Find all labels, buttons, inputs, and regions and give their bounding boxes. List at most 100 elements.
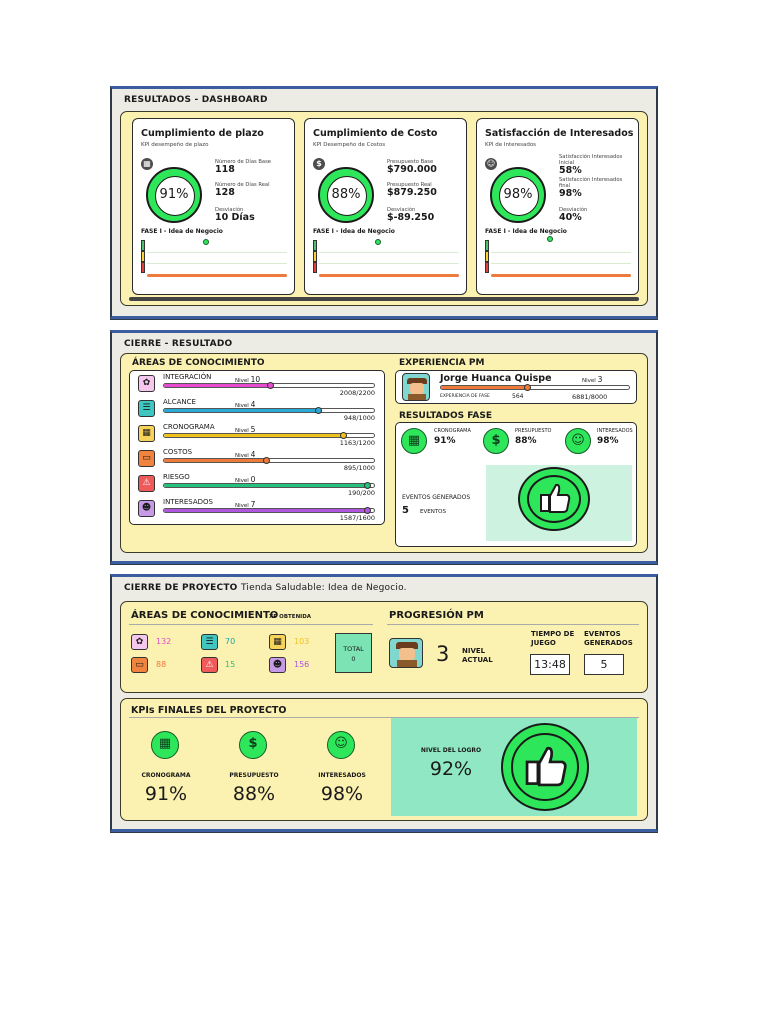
grid-line: [491, 263, 631, 264]
dashboard-title: RESULTADOS - DASHBOARD: [124, 95, 268, 105]
area-level: Nivel 7: [235, 500, 255, 509]
phase-marker: [547, 236, 553, 242]
level-label: Nivel: [582, 378, 596, 384]
level-value: 0: [250, 475, 256, 484]
people-icon: ☻: [138, 500, 155, 517]
level-label: Nivel: [235, 478, 249, 484]
achievement-value: 92%: [429, 758, 473, 780]
metric-label: Desviación: [387, 207, 416, 213]
kpi-label: PRESUPUESTO: [229, 772, 279, 779]
cierre-panel: CIERRE - RESULTADO ÁREAS DE CONOCIMIENTO…: [110, 330, 658, 564]
money-icon: ▭: [131, 657, 148, 673]
area-xp: 2008/2200: [339, 389, 375, 397]
area-level: Nivel 4: [235, 450, 255, 459]
kpi-card-title: Cumplimiento de Costo: [313, 128, 438, 139]
metric-value: 98%: [559, 188, 582, 199]
level-value: 3: [436, 642, 450, 666]
phase-marker: [375, 239, 381, 245]
warning-icon: ⚠: [201, 657, 218, 673]
kpi-card-schedule[interactable]: Cumplimiento de plazo KPI desempeño de p…: [132, 118, 295, 295]
phase-label: FASE I - Idea de Negocio: [485, 228, 567, 235]
metric-initial: Satisfacción Interesados Inicial 58%: [559, 154, 629, 176]
metric-label: Satisfacción Interesados Inicial: [559, 154, 623, 166]
phase-label: FASE I - Idea de Negocio: [313, 228, 395, 235]
calendar-icon: ▦: [269, 634, 286, 650]
grid-line: [319, 252, 459, 253]
area-row-costs[interactable]: ▭ COSTOS Nivel 4 895/1000: [138, 448, 386, 472]
area-row-stakeholders[interactable]: ☻ INTERESADOS Nivel 7 1587/1600: [138, 498, 386, 522]
events-label: EVENTOS GENERADOS: [584, 630, 633, 647]
kpi-value: 88%: [232, 783, 276, 805]
dashboard-panel: RESULTADOS - DASHBOARD Cumplimiento de p…: [110, 86, 658, 319]
level-label: Nivel: [235, 403, 249, 409]
grid-line: [147, 263, 287, 264]
puzzle-icon: ✿: [131, 634, 148, 650]
achievement-label: NIVEL DEL LOGRO: [420, 747, 482, 754]
metric-label: Desviación: [559, 207, 588, 213]
progress-knob: [523, 384, 531, 391]
users-icon: ☺: [485, 158, 497, 170]
progress-knob: [315, 407, 323, 414]
time-label: TIEMPO DE JUEGO: [531, 630, 575, 647]
metric-base: Número de Días Base 118: [215, 159, 271, 175]
divider: [129, 624, 373, 625]
area-xp: 190/200: [347, 489, 375, 497]
area-xp: 948/1000: [343, 414, 375, 422]
area-row-scope[interactable]: ☰ ALCANCE Nivel 4 948/1000: [138, 398, 386, 422]
flowchart-icon: ☰: [201, 634, 218, 650]
metric-real: Presupuesto Real $879.250: [387, 182, 437, 198]
dollar-icon: $: [313, 158, 325, 170]
area-level: Nivel 4: [235, 400, 255, 409]
kpi-card-cost[interactable]: Cumplimiento de Costo KPI Desempeño de C…: [304, 118, 467, 295]
pm-card: Jorge Huanca Quispe Nivel 3 EXPERIENCIA …: [395, 370, 637, 404]
metric-deviation: Desviación 10 Días: [215, 207, 255, 223]
result-label: PRESUPUESTO: [515, 428, 552, 434]
results-title: RESULTADOS FASE: [399, 411, 492, 421]
area-name: INTERESADOS: [163, 498, 213, 506]
kpi-card-stakeholders[interactable]: Satisfacción de Interesados KPI de Inter…: [476, 118, 639, 295]
metric-label: Presupuesto Real: [387, 182, 432, 188]
area-row-risk[interactable]: ⚠ RIESGO Nivel 0 190/200: [138, 473, 386, 497]
events-unit: EVENTOS: [420, 509, 447, 515]
avatar: [402, 373, 430, 401]
calendar-icon: ▦: [401, 428, 427, 454]
results-card: ▦ CRONOGRAMA 91% $ PRESUPUESTO 88% ☺ INT…: [395, 422, 637, 547]
level-label: NIVEL ACTUAL: [462, 647, 493, 664]
calendar-icon: ▦: [151, 731, 179, 759]
area-progress-track: [163, 507, 375, 514]
calendar-icon: ▦: [141, 158, 153, 170]
total-label: TOTAL: [343, 645, 364, 653]
progress-knob: [363, 507, 371, 514]
traffic-light-bar: [141, 240, 145, 274]
area-progress-fill: [164, 434, 347, 437]
total-box: TOTAL 0: [335, 633, 372, 673]
area-name: ALCANCE: [163, 398, 196, 406]
area-progress-fill: [164, 484, 368, 487]
calendar-icon: ▦: [138, 425, 155, 442]
area-progress-track: [163, 382, 375, 389]
metric-label: Desviación: [215, 207, 244, 213]
area-progress-track: [163, 407, 375, 414]
areas-list: ✿ INTEGRACIÓN Nivel 10 2008/2200 ☰ ALCAN…: [129, 370, 385, 525]
areas-title: ÁREAS DE CONOCIMIENTO: [131, 610, 279, 621]
metric-label: Satisfacción Interesados final: [559, 177, 623, 189]
thumbs-up-icon: [501, 723, 589, 811]
kpi-card-title: Satisfacción de Interesados: [485, 128, 634, 139]
metric-real: Número de Días Real 128: [215, 182, 270, 198]
percent-value: 88%: [331, 187, 361, 202]
flowchart-icon: ☰: [138, 400, 155, 417]
result-value: 98%: [597, 436, 619, 446]
metric-value: 10 Días: [215, 212, 255, 223]
kpis-section: KPIs FINALES DEL PROYECTO ▦ CRONOGRAMA 9…: [120, 698, 648, 821]
kpi-card-subtitle: KPI de Interesados: [485, 142, 537, 148]
area-row-integration[interactable]: ✿ INTEGRACIÓN Nivel 10 2008/2200: [138, 373, 386, 397]
level-value: 4: [250, 400, 256, 409]
area-level: Nivel 0: [235, 475, 255, 484]
horizontal-scrollbar[interactable]: [129, 297, 639, 301]
kpis-title: KPIs FINALES DEL PROYECTO: [131, 705, 287, 716]
level-label: Nivel: [235, 378, 249, 384]
area-row-schedule[interactable]: ▦ CRONOGRAMA Nivel 5 1163/1200: [138, 423, 386, 447]
percent-value: 98%: [503, 187, 533, 202]
achievement-box: NIVEL DEL LOGRO 92%: [391, 718, 637, 816]
metric-deviation: Desviación $-89.250: [387, 207, 434, 223]
